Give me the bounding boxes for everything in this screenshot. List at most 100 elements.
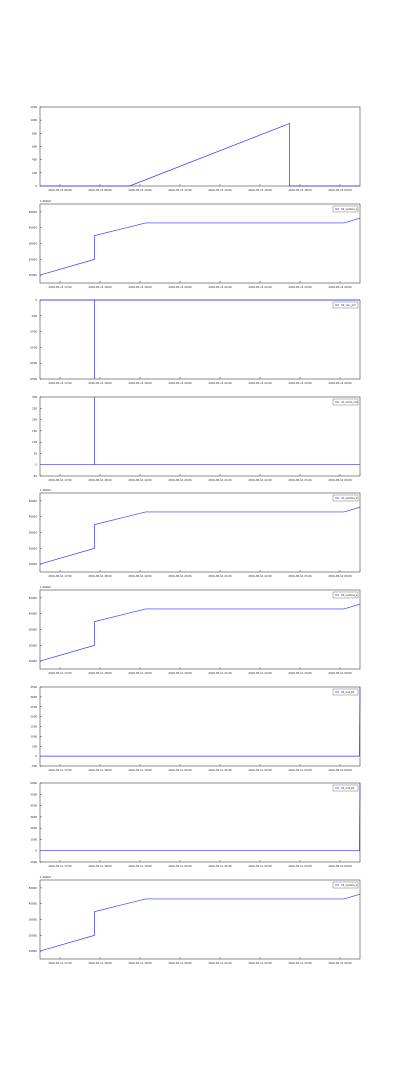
- x-tick-label: 2016-05-11 21:00: [208, 381, 232, 385]
- x-tick-label: 2016-05-11 18:00: [88, 285, 112, 289]
- y-tick-label: -1000: [29, 330, 37, 334]
- legend-label: h3_net_kb: [341, 786, 355, 790]
- y-tick-label: 40000: [29, 612, 38, 616]
- x-tick-label: 2016-05-12 00:00: [328, 478, 352, 482]
- legend: h0_cpu_pct: [332, 301, 359, 309]
- legend-label: h1_uptime_s: [341, 496, 358, 500]
- plot-frame: [39, 396, 361, 477]
- y-tick-label: 10000: [29, 949, 38, 953]
- y-tick-label: -500: [31, 314, 37, 318]
- x-tick-label: 2016-05-11 17:00: [48, 574, 72, 578]
- series-line-1: [39, 603, 361, 662]
- y-tick-label: 30000: [29, 242, 38, 246]
- x-tick-label: 2016-05-11 23:00: [288, 864, 312, 868]
- x-tick-label: 2016-05-11 23:00: [288, 671, 312, 675]
- y-tick-label: 100: [32, 440, 37, 444]
- x-tick-label: 2016-05-11 23:00: [288, 768, 312, 772]
- y-tick-label: 200: [32, 418, 37, 422]
- y-tick-label: 20000: [29, 257, 38, 261]
- series-line-1: [39, 217, 361, 276]
- plot-frame: [39, 782, 361, 863]
- x-tick-label: 2016-05-11 22:00: [248, 285, 272, 289]
- legend: h2_uptime_s: [332, 591, 359, 599]
- x-tick-label: 2016-05-11 21:00: [208, 574, 232, 578]
- x-tick-label: 2016-05-11 19:00: [128, 671, 152, 675]
- x-tick-label: 2016-05-12 00:00: [328, 188, 352, 192]
- x-tick-label: 2016-05-11 20:00: [168, 574, 192, 578]
- x-tick-label: 2016-05-11 19:00: [128, 574, 152, 578]
- x-tick-label: 2016-05-11 22:00: [248, 768, 272, 772]
- series-line-1: [39, 893, 361, 952]
- x-tick-label: 2016-05-11 23:00: [288, 285, 312, 289]
- plot-frame: [39, 686, 361, 767]
- x-tick-label: 2016-05-11 19:00: [128, 961, 152, 965]
- y-tick-label: 0: [35, 298, 37, 302]
- x-tick-label: 2016-05-12 00:00: [328, 864, 352, 868]
- y-tick-label: -1000: [29, 860, 37, 864]
- y-tick-label: 0: [35, 463, 37, 467]
- x-tick-label: 2016-05-11 17:00: [48, 961, 72, 965]
- plot-frame: [39, 589, 361, 670]
- y-tick-label: 2000: [30, 715, 37, 719]
- y-tick-label: 30000: [29, 628, 38, 632]
- x-tick-label: 2016-05-11 22:00: [248, 381, 272, 385]
- legend-box: [332, 494, 359, 502]
- series-line-1: [40, 299, 360, 379]
- y-tick-label: 3000: [30, 815, 37, 819]
- x-tick-label: 2016-05-11 22:00: [248, 478, 272, 482]
- legend-label: h2_net_kb: [341, 690, 355, 694]
- x-tick-label: 2016-05-12 00:00: [328, 961, 352, 965]
- x-tick-label: 2016-05-11 18:00: [88, 381, 112, 385]
- y-tick-label: 10000: [29, 273, 38, 277]
- x-tick-label: 2016-05-11 19:00: [128, 381, 152, 385]
- y-tick-label: 3500: [30, 685, 37, 689]
- chart-panel-7: -500 0 500 1000 1500 2000 2500 3000 3500 2016-05-…: [30, 685, 361, 772]
- y-tick-label: -500: [31, 764, 37, 768]
- x-tick-label: 2016-05-12 00:00: [328, 671, 352, 675]
- x-tick-label: 2016-05-11 20:00: [168, 671, 192, 675]
- x-tick-label: 2016-05-11 16:00: [248, 188, 272, 192]
- x-tick-label: 2016-05-12 00:00: [328, 285, 352, 289]
- y-tick-label: 300: [32, 395, 37, 399]
- legend-box: [332, 205, 359, 213]
- legend-box: [332, 591, 359, 599]
- plot-frame: [39, 492, 361, 573]
- x-tick-label: 2016-05-11 21:00: [208, 671, 232, 675]
- plot-frame: [39, 879, 361, 960]
- y-tick-label: 40000: [29, 902, 38, 906]
- x-tick-label: 2016-05-11 18:00: [288, 188, 312, 192]
- y-tick-label: 1000: [30, 734, 37, 738]
- x-tick-label: 2016-05-11 22:00: [248, 671, 272, 675]
- x-tick-label: 2016-05-11 18:00: [88, 768, 112, 772]
- y-tick-label: 50000: [29, 210, 38, 214]
- y-tick-label: -50: [33, 474, 38, 478]
- x-tick-label: 2016-05-11 18:00: [88, 961, 112, 965]
- chart-panel-4: -50 0 50 100 150 200 250 300 2016-05-11 17:00 201…: [32, 395, 361, 482]
- legend-label: h3_uptime_s: [341, 883, 358, 887]
- y-offset-label: 1.460e9: [40, 488, 51, 492]
- chart-panel-6: 10000 20000 30000 40000 50000 2016-05-11 17:0…: [29, 585, 361, 675]
- y-offset-label: 1.460e9: [40, 585, 51, 589]
- y-tick-label: 2000: [30, 826, 37, 830]
- plot-frame: [39, 203, 361, 284]
- x-tick-label: 2016-05-11 14:00: [208, 188, 232, 192]
- y-tick-label: 500: [32, 744, 37, 748]
- x-tick-label: 2016-05-11 17:00: [48, 768, 72, 772]
- x-tick-label: 2016-05-11 19:00: [128, 285, 152, 289]
- y-tick-label: -2000: [29, 361, 37, 365]
- x-tick-label: 2016-05-11 19:00: [128, 478, 152, 482]
- y-tick-label: 0: [35, 754, 37, 758]
- y-tick-label: 1000: [30, 837, 37, 841]
- y-tick-label: 1200: [30, 105, 37, 109]
- series-line-1: [40, 782, 361, 852]
- x-tick-label: 2016-05-11 10:00: [128, 188, 152, 192]
- y-tick-label: 250: [32, 406, 37, 410]
- y-tick-label: 40000: [29, 515, 38, 519]
- x-tick-label: 2016-05-11 23:00: [288, 381, 312, 385]
- x-tick-label: 2016-05-11 12:00: [168, 188, 192, 192]
- x-tick-label: 2016-05-11 21:00: [208, 285, 232, 289]
- y-tick-label: 30000: [29, 918, 38, 922]
- y-tick-label: 50: [34, 451, 38, 455]
- series-line-1: [39, 506, 361, 565]
- legend-label: h1_mem_mb: [341, 400, 358, 404]
